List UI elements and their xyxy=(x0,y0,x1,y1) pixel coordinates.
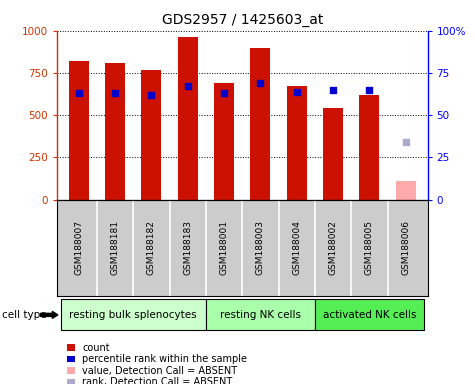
Point xyxy=(256,80,264,86)
Text: GSM188183: GSM188183 xyxy=(183,220,192,275)
Text: activated NK cells: activated NK cells xyxy=(323,310,416,320)
Bar xyxy=(250,48,270,200)
Point xyxy=(329,87,337,93)
Text: GSM188181: GSM188181 xyxy=(111,220,120,275)
Point xyxy=(366,87,373,93)
Text: value, Detection Call = ABSENT: value, Detection Call = ABSENT xyxy=(82,366,238,376)
Bar xyxy=(360,95,380,200)
Text: rank, Detection Call = ABSENT: rank, Detection Call = ABSENT xyxy=(82,377,232,384)
Bar xyxy=(61,300,206,330)
Bar xyxy=(69,61,89,200)
Bar xyxy=(206,300,315,330)
Point xyxy=(184,83,191,89)
Text: GSM188004: GSM188004 xyxy=(292,220,301,275)
Text: count: count xyxy=(82,343,110,353)
Point xyxy=(293,88,301,94)
Bar xyxy=(315,300,424,330)
Text: GSM188006: GSM188006 xyxy=(401,220,410,275)
Text: GSM188007: GSM188007 xyxy=(74,220,83,275)
Bar xyxy=(105,63,125,200)
Point xyxy=(220,90,228,96)
Text: GSM188182: GSM188182 xyxy=(147,220,156,275)
Bar xyxy=(142,70,162,200)
Text: GSM188002: GSM188002 xyxy=(329,220,338,275)
Text: GSM188001: GSM188001 xyxy=(219,220,228,275)
Text: GSM188003: GSM188003 xyxy=(256,220,265,275)
Point xyxy=(75,90,83,96)
Point xyxy=(402,139,409,145)
Point xyxy=(148,92,155,98)
Text: percentile rank within the sample: percentile rank within the sample xyxy=(82,354,247,364)
Text: resting NK cells: resting NK cells xyxy=(220,310,301,320)
Bar xyxy=(214,83,234,200)
Text: resting bulk splenocytes: resting bulk splenocytes xyxy=(69,310,197,320)
Text: GSM188005: GSM188005 xyxy=(365,220,374,275)
Bar xyxy=(178,38,198,200)
Title: GDS2957 / 1425603_at: GDS2957 / 1425603_at xyxy=(162,13,323,27)
Bar xyxy=(287,86,307,200)
Point xyxy=(111,90,119,96)
Bar xyxy=(396,181,416,200)
Text: cell type: cell type xyxy=(2,310,47,320)
Bar xyxy=(323,108,343,200)
